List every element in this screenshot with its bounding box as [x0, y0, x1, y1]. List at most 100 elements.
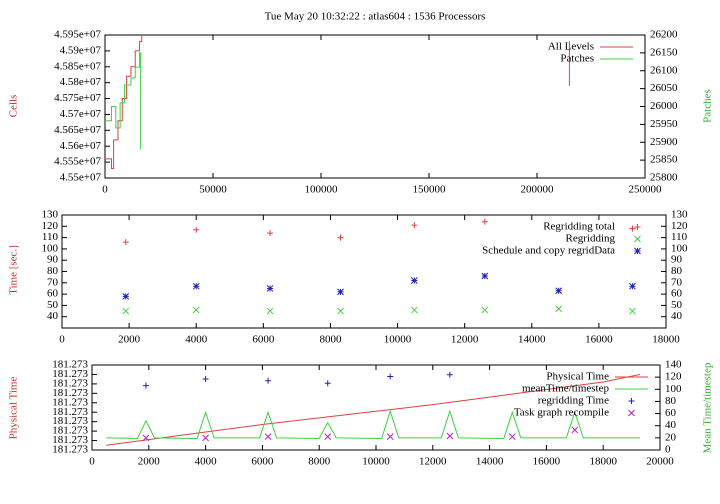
x-tick-label: 12000 — [419, 456, 447, 468]
x-tick-label: 18000 — [652, 334, 680, 346]
y-tick-label: 181.273 — [52, 359, 88, 371]
x-tick-label: 50000 — [199, 184, 227, 196]
data-point — [446, 432, 454, 440]
y-axis-label: Physical Time — [8, 377, 20, 440]
y2-tick-label: 110 — [671, 231, 688, 243]
legend-label: All Levels — [548, 41, 594, 53]
y2-tick-label: 140 — [665, 359, 682, 371]
y2-tick-label: 70 — [671, 276, 683, 288]
y-tick-label: 100 — [42, 242, 59, 254]
y2-tick-label: 120 — [665, 371, 682, 383]
x-tick-label: 10000 — [362, 456, 390, 468]
y2-tick-label: 60 — [665, 407, 677, 419]
data-point — [411, 222, 418, 229]
x-tick-label: 4000 — [195, 456, 218, 468]
data-point — [508, 433, 516, 440]
x-tick-label: 4000 — [185, 334, 208, 346]
data-point — [481, 272, 489, 280]
legend-marker — [628, 398, 635, 404]
y2-tick-label: 80 — [665, 395, 677, 407]
legend-label: regridding Time — [538, 395, 609, 407]
y-tick-label: 110 — [42, 231, 59, 243]
legend-label: Physical Time — [546, 371, 609, 383]
x-tick-label: 0 — [102, 184, 108, 196]
data-point — [629, 225, 636, 232]
y-tick-label: 4.57e+07 — [60, 108, 102, 120]
y2-tick-label: 25900 — [650, 136, 678, 148]
legend-marker — [634, 224, 641, 230]
y2-tick-label: 26150 — [650, 46, 678, 58]
data-point — [481, 306, 489, 314]
legend-marker — [634, 247, 641, 255]
y-tick-label: 4.575e+07 — [54, 92, 101, 104]
x-tick-label: 20000 — [646, 456, 674, 468]
y2-tick-label: 40 — [671, 310, 683, 322]
data-point — [122, 239, 129, 246]
legend-label: Schedule and copy regridData — [482, 245, 615, 257]
y-tick-label: 181.273 — [52, 434, 88, 446]
y2-tick-label: 100 — [671, 242, 688, 254]
y2-tick-label: 25950 — [650, 118, 678, 130]
data-point — [337, 234, 344, 241]
x-tick-label: 2000 — [138, 456, 161, 468]
y-tick-label: 4.56e+07 — [60, 140, 102, 152]
x-tick-label: 10000 — [384, 334, 412, 346]
y-tick-label: 4.595e+07 — [54, 29, 101, 41]
data-line — [105, 52, 142, 150]
x-tick-label: 8000 — [308, 456, 331, 468]
data-point — [337, 288, 344, 296]
y-tick-label: 181.273 — [52, 425, 88, 437]
data-point — [142, 434, 150, 442]
y-tick-label: 181.273 — [52, 444, 88, 456]
y-tick-label: 80 — [47, 265, 59, 277]
legend-label: Patches — [560, 53, 594, 65]
x-tick-label: 16000 — [533, 456, 561, 468]
y-tick-label: 4.55e+07 — [60, 172, 102, 184]
data-point — [337, 307, 344, 315]
y-tick-label: 181.273 — [52, 377, 88, 389]
y-tick-label: 40 — [47, 310, 59, 322]
x-tick-label: 150000 — [413, 184, 447, 196]
y2-tick-label: 20 — [665, 431, 677, 443]
x-tick-label: 0 — [59, 334, 65, 346]
y2-tick-label: 26100 — [650, 64, 678, 76]
y-tick-label: 4.58e+07 — [60, 76, 102, 88]
y-tick-label: 4.59e+07 — [60, 44, 102, 56]
data-point — [555, 305, 562, 313]
y-tick-label: 181.273 — [52, 415, 88, 427]
data-point — [386, 433, 394, 440]
legend-marker — [634, 235, 641, 243]
x-tick-label: 16000 — [585, 334, 613, 346]
figure-title: Tue May 20 10:32:22 : atlas604 : 1536 Pr… — [265, 11, 486, 23]
x-tick-label: 0 — [89, 456, 95, 468]
x-tick-label: 14000 — [476, 456, 504, 468]
x-tick-label: 18000 — [589, 456, 617, 468]
x-tick-label: 6000 — [251, 456, 274, 468]
x-tick-label: 250000 — [629, 184, 663, 196]
y-tick-label: 120 — [42, 220, 59, 232]
data-point — [571, 426, 579, 434]
legend-label: meanTime/timestep — [522, 383, 609, 395]
data-point — [202, 375, 209, 382]
y-tick-label: 181.273 — [52, 406, 88, 418]
data-point — [142, 382, 149, 389]
data-line — [106, 409, 641, 439]
data-point — [193, 226, 200, 233]
data-point — [265, 377, 272, 384]
data-point — [387, 373, 394, 380]
data-point — [410, 306, 418, 314]
data-point — [264, 433, 272, 440]
x-tick-label: 2000 — [118, 334, 141, 346]
legend-marker — [628, 409, 635, 417]
y-tick-label: 4.555e+07 — [54, 156, 101, 168]
y2-tick-label: 130 — [671, 209, 688, 221]
data-line — [106, 373, 641, 446]
y-tick-label: 4.565e+07 — [54, 124, 101, 136]
x-tick-label: 14000 — [518, 334, 546, 346]
y2-tick-label: 90 — [671, 254, 683, 266]
legend-label: Regridding total — [543, 221, 615, 233]
y2-tick-label: 50 — [671, 299, 683, 311]
data-point — [324, 380, 331, 387]
legend-label: Task graph recompile — [514, 407, 609, 419]
